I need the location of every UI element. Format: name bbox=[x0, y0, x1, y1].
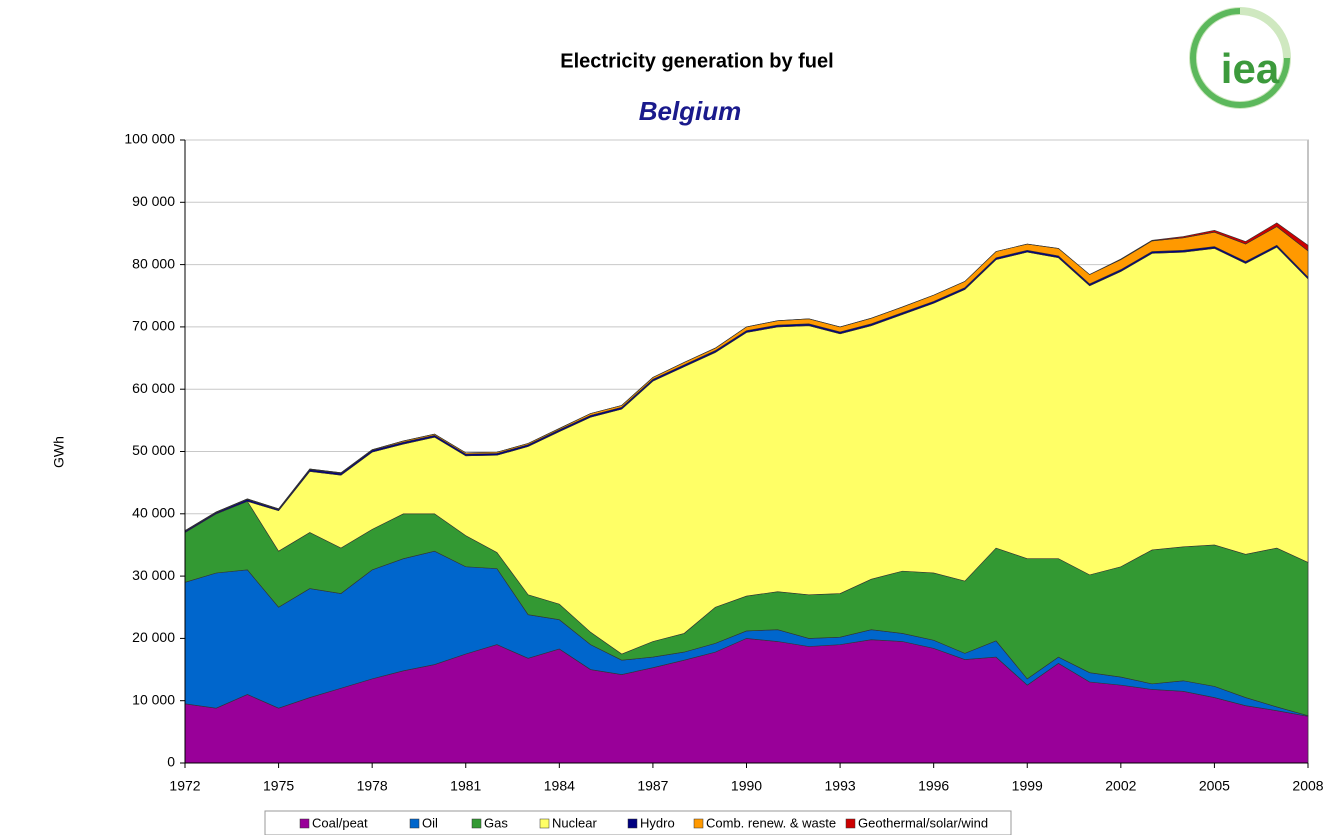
y-tick-label: 50 000 bbox=[132, 442, 175, 458]
y-tick-label: 90 000 bbox=[132, 193, 175, 209]
y-tick-label: 30 000 bbox=[132, 567, 175, 583]
x-tick-label: 1996 bbox=[918, 778, 949, 794]
x-tick-label: 2005 bbox=[1199, 778, 1230, 794]
x-tick-label: 2008 bbox=[1292, 778, 1323, 794]
x-tick-label: 2002 bbox=[1105, 778, 1136, 794]
x-tick-label: 1999 bbox=[1012, 778, 1043, 794]
x-tick-label: 1987 bbox=[637, 778, 668, 794]
legend-box bbox=[264, 810, 1012, 835]
y-tick-label: 80 000 bbox=[132, 255, 175, 271]
logo-arc bbox=[1190, 8, 1290, 108]
legend-swatch bbox=[539, 818, 550, 829]
x-tick-label: 1993 bbox=[825, 778, 856, 794]
legend-swatch bbox=[627, 818, 638, 829]
legend-swatch bbox=[471, 818, 482, 829]
y-tick-label: 60 000 bbox=[132, 380, 175, 396]
chart-title: Electricity generation by fuel bbox=[560, 50, 833, 72]
legend-swatch bbox=[845, 818, 856, 829]
y-tick-label: 70 000 bbox=[132, 318, 175, 334]
legend-swatch bbox=[299, 818, 310, 829]
y-tick-label: 40 000 bbox=[132, 505, 175, 521]
x-tick-label: 1990 bbox=[731, 778, 762, 794]
y-axis-label: GWh bbox=[51, 436, 67, 468]
area bbox=[184, 222, 1309, 531]
legend-label: Geothermal/solar/wind bbox=[858, 815, 988, 830]
x-tick-label: 1984 bbox=[544, 778, 575, 794]
legend: Coal/peat Oil Gas Nuclear Hydro Comb. renew. … bbox=[264, 810, 1012, 835]
logo-text: iea bbox=[1221, 45, 1280, 92]
x-tick-label: 1975 bbox=[263, 778, 294, 794]
y-tick-label: 10 000 bbox=[132, 691, 175, 707]
legend-label: Comb. renew. & waste bbox=[706, 815, 836, 830]
legend-label: Hydro bbox=[640, 815, 675, 830]
legend-swatch bbox=[409, 818, 420, 829]
y-tick-label: 100 000 bbox=[124, 131, 175, 147]
x-tick-label: 1978 bbox=[357, 778, 388, 794]
x-tick-label: 1981 bbox=[450, 778, 481, 794]
y-tick-label: 20 000 bbox=[132, 629, 175, 645]
x-tick-label: 1972 bbox=[169, 778, 200, 794]
y-tick-label: 0 bbox=[167, 754, 175, 770]
legend-label: Gas bbox=[484, 815, 508, 830]
legend-label: Nuclear bbox=[552, 815, 597, 830]
legend-swatch bbox=[693, 818, 704, 829]
legend-label: Oil bbox=[422, 815, 438, 830]
legend-label: Coal/peat bbox=[312, 815, 368, 830]
logo: iea bbox=[1189, 7, 1291, 109]
chart-subtitle: Belgium bbox=[639, 96, 742, 126]
